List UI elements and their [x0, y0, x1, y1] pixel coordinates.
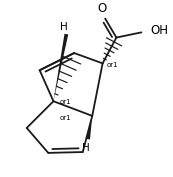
Text: H: H: [82, 143, 90, 153]
Polygon shape: [86, 116, 92, 139]
Text: or1: or1: [60, 115, 71, 121]
Text: O: O: [97, 2, 107, 15]
Text: or1: or1: [60, 99, 71, 105]
Text: OH: OH: [150, 24, 168, 38]
Text: or1: or1: [107, 62, 119, 68]
Text: H: H: [60, 22, 68, 32]
Polygon shape: [53, 34, 68, 101]
